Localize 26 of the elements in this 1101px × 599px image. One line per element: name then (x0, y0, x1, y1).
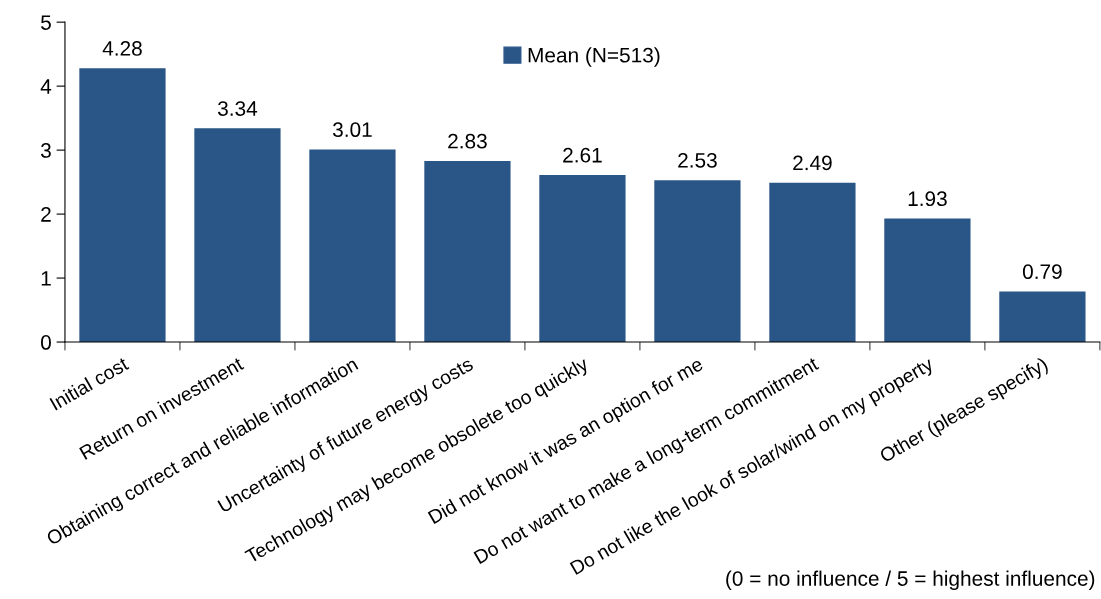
y-tick-label: 5 (41, 15, 51, 30)
text: (0 = no influence / 5 = highest influence) (726, 570, 1095, 591)
bar (79, 68, 166, 343)
bar (424, 160, 511, 343)
data-label: 0.79 (1022, 264, 1062, 280)
data-label: 4.28 (102, 41, 142, 56)
y-tick-label: 1 (41, 271, 51, 286)
data-label: 2.61 (563, 147, 602, 163)
data-label: 3.34 (217, 101, 258, 116)
bar (539, 175, 626, 343)
y-tick-label: 2 (41, 207, 51, 222)
bar (999, 291, 1086, 343)
y-tick-label: 4 (40, 79, 52, 94)
bar (654, 180, 741, 343)
bar (884, 218, 971, 343)
data-label: 2.49 (793, 155, 832, 171)
data-label: 2.53 (678, 152, 717, 168)
y-tick-label: 0 (40, 335, 51, 350)
bar (194, 128, 281, 343)
bar (769, 182, 856, 343)
y-tick-label: 3 (40, 143, 51, 158)
legend-label: Mean (N=513) (528, 47, 660, 67)
bar (309, 149, 396, 343)
data-label: 3.01 (332, 122, 372, 138)
data-label: 2.83 (448, 133, 487, 149)
data-label: 1.93 (908, 191, 947, 207)
